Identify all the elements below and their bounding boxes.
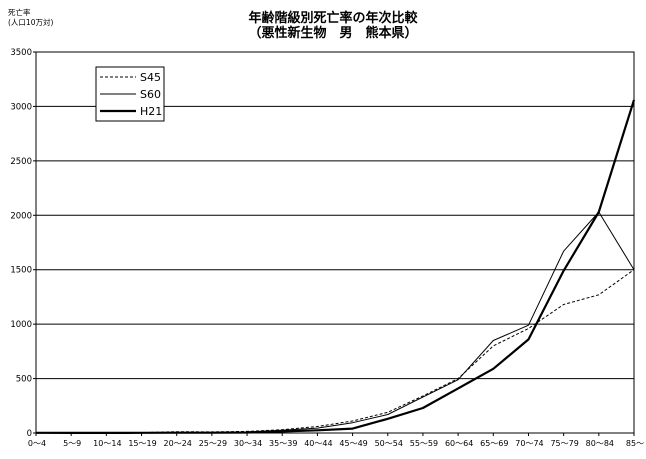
series-line-s60 — [35, 211, 635, 434]
legend-label-h21: H21 — [140, 105, 162, 118]
x-tick-label: 75～79 — [550, 439, 578, 448]
y-tick-label: 2000 — [10, 211, 32, 221]
legend-label-s60: S60 — [140, 88, 161, 101]
x-tick-label: 85～ — [626, 439, 644, 448]
chart-title: 年齢階級別死亡率の年次比較 — [248, 11, 418, 26]
y-tick-labels: 0 500 1000 1500 2000 2500 3000 3500 — [10, 48, 32, 439]
y-tick-label: 3500 — [10, 48, 32, 58]
y-axis-label: 死亡率 — [8, 8, 31, 17]
x-tick-label: 60～64 — [445, 439, 473, 448]
x-tick-label: 0～4 — [28, 439, 46, 448]
y-tick-label: 3000 — [10, 102, 32, 112]
x-tick-label: 40～44 — [304, 439, 332, 448]
x-tick-label: 35～39 — [269, 439, 297, 448]
x-tick-label: 5～9 — [63, 439, 81, 448]
x-tick-label: 45～49 — [339, 439, 367, 448]
y-tick-label: 0 — [27, 429, 32, 439]
y-axis-unit-label: (人口10万対) — [8, 18, 54, 27]
y-tick-label: 1000 — [10, 320, 32, 330]
x-tick-label: 55～59 — [410, 439, 438, 448]
x-tick-label: 25～29 — [199, 439, 227, 448]
x-tick-label: 30～34 — [234, 439, 262, 448]
x-tick-label: 80～84 — [586, 439, 614, 448]
x-tick-label: 10～14 — [93, 439, 121, 448]
x-tick-label: 70～74 — [515, 439, 543, 448]
legend: S45 S60 H21 — [95, 66, 165, 122]
series-line-h21 — [35, 99, 636, 434]
legend-label-s45: S45 — [140, 71, 161, 84]
x-tick-label: 20～24 — [164, 439, 192, 448]
series-lines — [35, 99, 636, 434]
y-tick-label: 500 — [16, 375, 32, 385]
chart-subtitle: （悪性新生物 男 熊本県） — [248, 26, 418, 41]
y-tick-label: 2500 — [10, 157, 32, 167]
x-tick-label: 65～69 — [480, 439, 508, 448]
x-tick-label: 50～54 — [375, 439, 403, 448]
x-tick-labels: 0～4 5～9 10～14 15～19 20～24 25～29 30～34 35～39 40～4… — [28, 439, 644, 448]
y-tick-label: 1500 — [10, 266, 32, 276]
series-line-s45 — [36, 269, 635, 434]
x-tick-label: 15～19 — [128, 439, 156, 448]
